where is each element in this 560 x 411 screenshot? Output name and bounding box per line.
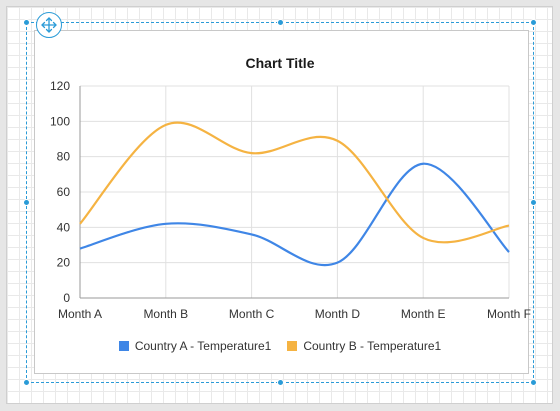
legend-swatch: [287, 341, 298, 351]
resize-handle-middle-left[interactable]: [23, 199, 30, 206]
x-tick-label: Month C: [229, 307, 275, 321]
legend-swatch: [118, 341, 129, 351]
y-tick-label: 60: [57, 185, 71, 199]
x-tick-label: Month B: [143, 307, 188, 321]
resize-handle-top-left[interactable]: [23, 19, 30, 26]
x-tick-label: Month D: [315, 307, 361, 321]
legend-label: Country A - Temperature1: [134, 339, 272, 353]
chart-container[interactable]: [34, 30, 529, 374]
y-tick-label: 20: [57, 256, 71, 270]
legend-label: Country B - Temperature1: [303, 339, 442, 353]
move-arrows-icon[interactable]: [36, 12, 62, 38]
x-tick-label: Month A: [58, 307, 102, 321]
series-line-2: [79, 121, 510, 244]
chart-legend: Country A - Temperature1 Country B - Temp…: [0, 339, 560, 353]
series-line-1: [79, 162, 510, 267]
y-tick-label: 120: [50, 79, 70, 93]
y-tick-label: 40: [57, 220, 71, 234]
resize-handle-bottom-center[interactable]: [277, 379, 284, 386]
resize-handle-top-right[interactable]: [530, 19, 537, 26]
resize-handle-bottom-right[interactable]: [530, 379, 537, 386]
y-tick-label: 80: [57, 150, 71, 164]
legend-item-2: Country B - Temperature1: [287, 339, 441, 353]
resize-handle-middle-right[interactable]: [530, 199, 537, 206]
resize-handle-bottom-left[interactable]: [23, 379, 30, 386]
x-tick-label: Month F: [487, 307, 531, 321]
chart-title: Chart Title: [245, 55, 315, 71]
y-tick-label: 0: [63, 291, 70, 305]
resize-handle-top-center[interactable]: [277, 19, 284, 26]
legend-item-1: Country A - Temperature1: [118, 339, 272, 353]
y-tick-label: 100: [50, 114, 70, 128]
x-tick-label: Month E: [401, 307, 446, 321]
